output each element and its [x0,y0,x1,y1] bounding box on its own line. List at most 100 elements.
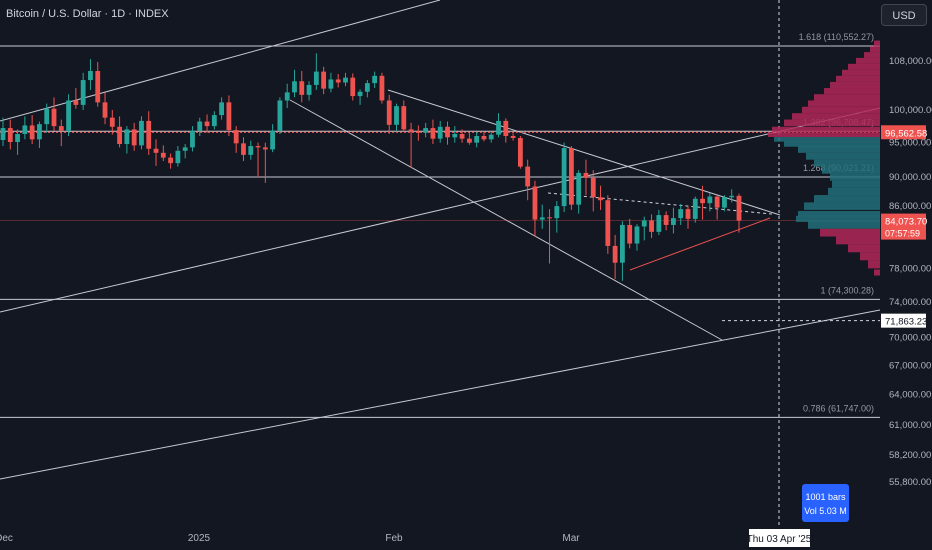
candle-body [532,186,538,220]
price-tick: 64,000.00 [889,390,931,401]
candle-body [124,129,130,145]
bar-countdown: 07:57:59 [885,229,920,239]
profile-row [814,195,880,203]
candle-body [386,100,392,125]
candle-body [452,134,458,138]
candle-body [204,121,210,127]
profile-row [830,173,880,181]
candle-body [335,79,341,83]
candle-body [175,150,181,164]
profile-row [806,152,880,160]
profile-row [864,52,880,58]
candle-body [168,157,174,164]
candle-body [211,115,217,127]
price-tick: 55,800.00 [889,477,931,488]
candle-body [466,138,472,143]
profile-row [804,202,880,210]
volume-total: Vol 5.03 M [804,506,847,516]
candle-body [627,224,633,244]
candle-body [277,100,283,131]
candle-body [350,77,356,97]
price-tick: 70,000.00 [889,332,931,343]
candle-body [525,166,531,187]
time-tick: 2025 [188,533,211,544]
candle-body [0,128,6,140]
profile-row [784,119,880,127]
time-tick: Dec [0,533,13,544]
last-price-tag [881,213,926,240]
currency-button[interactable]: USD [881,4,927,26]
trend-line [0,107,881,313]
candles [0,53,742,281]
candle-body [146,120,152,149]
candle-body [102,102,108,118]
candle-body [503,120,509,136]
profile-row [808,100,880,107]
candle-body [226,102,232,131]
profile-row [836,236,880,245]
candle-body [437,126,443,139]
candle-body [88,71,93,81]
candle-body [459,134,465,139]
volume-profile [768,40,880,276]
price-axis: 108,000.00 100,000.00 95,000.00 90,000.00 86… [889,56,932,488]
candle-body [255,146,261,148]
price-tick: 67,000.00 [889,360,931,371]
candle-body [474,135,480,143]
candle-body [262,147,268,150]
candle-body [58,126,64,131]
profile-row [792,113,880,120]
candle-body [37,124,42,140]
fib-label: 0.786 (61,747.00) [803,403,874,413]
candle-body [707,196,713,204]
price-tick: 58,200.00 [889,450,931,461]
candle-body [678,209,684,219]
marker-price-label: 96,562.58 [885,128,927,139]
candle-body [22,125,28,135]
trend-line [387,89,781,216]
candle-body [649,220,654,232]
drawing-lines: 1.618 (110,552.27)1.382 (96,708.47)1.268… [0,0,881,528]
last-price-label: 84,073.70 [885,217,927,228]
profile-row [798,210,880,217]
crosshair-price-tag [881,313,926,328]
candle-body [131,129,137,146]
candle-body [729,195,735,198]
candle-body [598,197,603,201]
candle-body [576,172,582,205]
price-tick: 95,000.00 [889,138,931,149]
candle-body [7,128,13,143]
candle-body [620,224,625,263]
profile-row [814,94,880,101]
candle-body [481,135,487,140]
candle-body [430,128,436,139]
candle-body [415,131,421,133]
candle-body [364,83,370,92]
time-tick: Feb [385,533,403,544]
candle-body [73,100,79,105]
candle-body [248,146,254,155]
profile-row [874,269,880,276]
candle-body [292,81,297,93]
candle-body [714,196,720,208]
candle-body [197,121,203,131]
profile-row [832,180,880,188]
candle-body [80,80,86,105]
support-line [629,217,771,271]
candle-body [29,125,35,140]
candle-body [561,148,567,207]
profile-row [796,215,880,222]
candle-body [641,220,647,227]
candle-body [233,130,239,144]
profile-row [808,221,880,229]
profile-row [822,166,880,174]
candle-body [109,117,115,127]
candle-body [722,197,727,208]
candle-body [692,198,698,219]
candle-body [328,79,334,89]
trend-line [289,99,723,341]
candle-body [605,200,611,246]
price-tick: 78,000.00 [889,263,931,274]
profile-row [768,132,880,137]
